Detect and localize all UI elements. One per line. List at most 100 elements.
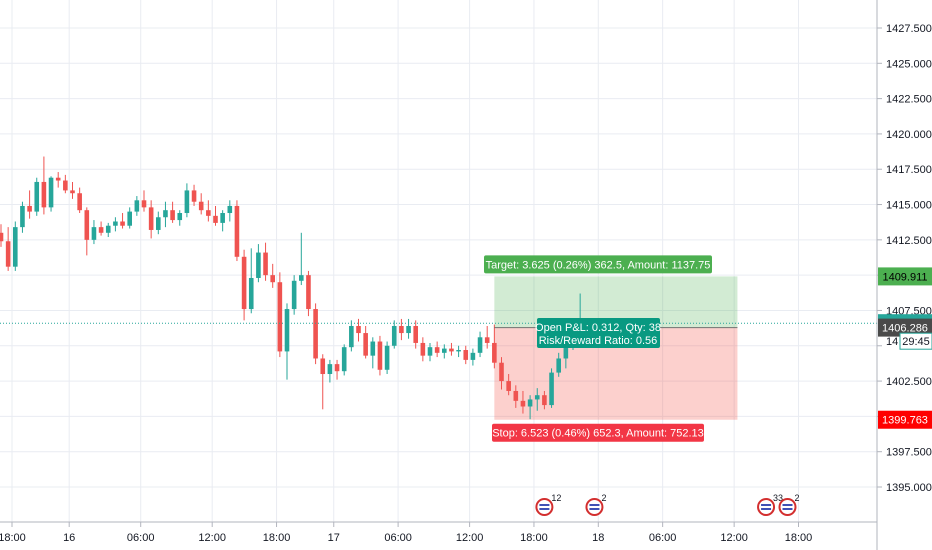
candle-body [413,325,418,343]
candle-body [70,190,75,194]
event-count: 12 [551,493,561,503]
price-tick-label: 1420.000 [886,129,932,141]
candle-body [134,200,140,212]
time-axis[interactable]: 18:00 16 06:00 12:00 18:00 17 06:00 12:00 18:00 1… [0,522,812,544]
candle-body [492,342,497,363]
candle-body [91,227,97,240]
candle-body [256,252,261,278]
candle-body [120,221,125,226]
candle-body [363,333,368,356]
candle-body [41,181,47,208]
candle-body [434,347,440,353]
event-count: 33 [773,493,783,503]
time-tick-label: 18:00 [263,532,291,544]
partial-price-tick: 14 [886,336,898,348]
price-tick-label: 1427.500 [886,23,932,35]
candle-body [84,210,90,240]
candle-body [113,221,118,226]
candle-body [284,309,290,352]
candle-body [327,364,333,375]
candle-body [156,217,161,230]
candle-body [148,207,154,230]
candle-body [306,275,311,310]
pnl-label-box [537,318,660,348]
candle-body [549,372,554,406]
candle-body [356,325,361,334]
candle-body [299,275,304,281]
time-tick-label: 18 [592,532,604,544]
candle-body [399,325,404,334]
time-tick-label: 06:00 [384,532,412,544]
time-tick-label: 12:00 [456,532,484,544]
price-tick-label: 1402.500 [886,376,932,388]
candle-body [5,241,11,267]
candle-body [370,341,376,356]
candle-body [349,325,354,348]
candle-body [206,210,211,216]
time-tick-label: 18:00 [520,532,548,544]
candle-body [220,213,225,223]
candle-body [0,232,4,242]
candle-body [449,348,454,352]
candle-body [341,347,347,372]
candle-body [499,362,504,382]
price-tick-label: 1425.000 [886,58,932,70]
candle-body [320,358,326,375]
candle-body [463,350,469,360]
candle-body [556,358,561,373]
event-flag-icon [535,498,554,516]
countdown-text: 29:45 [902,336,930,348]
candle-body [227,205,233,214]
time-tick-label: 12:00 [720,532,748,544]
candle-body [48,177,54,208]
price-tick-label: 1417.500 [886,164,932,176]
candle-body [477,337,483,353]
candle-body [248,277,254,310]
time-tick-label: 16 [63,532,75,544]
candle-body [313,309,318,359]
event-flag-stripes [539,504,550,510]
candle-body [484,337,490,343]
candle-body [163,210,168,218]
event-flag-stripes [782,504,793,510]
candle-body [384,345,390,370]
candle-body [184,190,190,214]
candle-body [442,348,447,353]
candle-body [170,210,175,221]
candle-body [563,345,569,359]
price-lines [0,322,877,329]
candle-body [98,227,104,233]
candle-body [13,227,18,267]
candle-body [63,180,68,191]
candle-body [27,205,32,212]
candle-body [141,200,147,208]
event-flag-icon [585,498,604,516]
candle-body [334,364,340,372]
position-zones [494,276,738,420]
candle-body [198,201,204,211]
candle-body [506,381,511,391]
candle-body [177,213,183,221]
risk-reward-text: Risk/Reward Ratio: 0.56 [539,335,658,347]
candle-body [427,347,433,356]
stop-label-text: Stop: 6.523 (0.46%) 652.3, Amount: 752.1… [492,428,704,440]
candle-body [470,352,476,360]
price-tag-label: 1399.763 [882,415,928,427]
candle-body [377,341,383,370]
candle-body [456,350,461,352]
candle-body [34,181,40,212]
candle-body [277,282,283,352]
candle-body [534,395,540,400]
time-tick-label: 12:00 [198,532,226,544]
price-axis[interactable]: 1395.0001397.5001402.5001407.5001412.500… [877,23,932,494]
candle-body [270,275,275,283]
price-tick-label: 1397.500 [886,447,932,459]
candle-body [291,280,297,310]
candle-body [241,256,247,310]
event-flag-stripes [589,504,600,510]
price-tag-box [878,318,932,337]
candle-body [527,399,533,407]
candle-body [191,190,197,202]
